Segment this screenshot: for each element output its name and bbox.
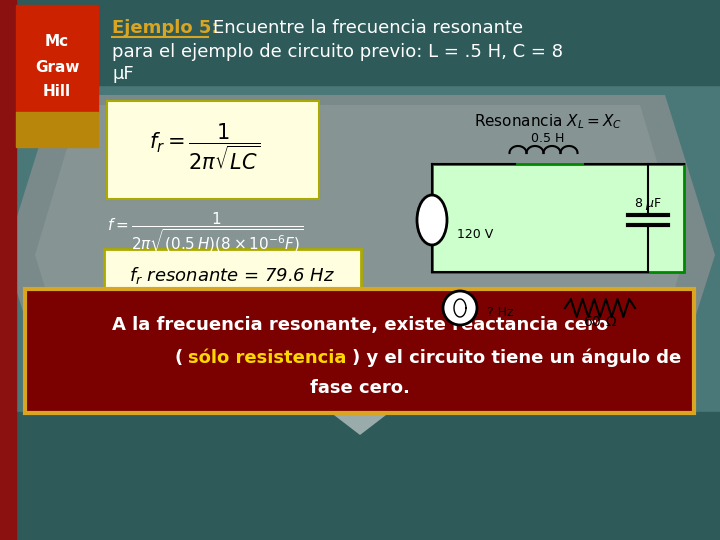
Text: para el ejemplo de circuito previo: L = .5 H, C = 8: para el ejemplo de circuito previo: L = …: [112, 43, 563, 61]
Bar: [0, 412, 720, 540]
Text: 8 $\mu$F: 8 $\mu$F: [634, 196, 662, 212]
Text: $f_r = \dfrac{1}{2\pi\sqrt{LC}}$: $f_r = \dfrac{1}{2\pi\sqrt{LC}}$: [149, 122, 261, 172]
Bar: [16, 112, 98, 147]
Text: fase cero.: fase cero.: [310, 379, 410, 397]
Bar: [0, 0, 16, 540]
Text: μF: μF: [112, 65, 134, 83]
Text: A la frecuencia resonante, existe reactancia cero: A la frecuencia resonante, existe reacta…: [112, 316, 608, 334]
Bar: [16, 5, 98, 112]
FancyBboxPatch shape: [25, 289, 694, 413]
Text: 120 V: 120 V: [457, 227, 493, 240]
Text: $f = \dfrac{1}{2\pi\sqrt{(0.5\,H)(8\times10^{-6}F)}}$: $f = \dfrac{1}{2\pi\sqrt{(0.5\,H)(8\time…: [107, 210, 303, 254]
Polygon shape: [35, 105, 685, 400]
Text: Hill: Hill: [43, 84, 71, 99]
Polygon shape: [5, 95, 715, 412]
Text: $f_r$ resonante = 79.6 Hz: $f_r$ resonante = 79.6 Hz: [129, 266, 335, 287]
Text: ) y el circuito tiene un ángulo de: ) y el circuito tiene un ángulo de: [352, 349, 681, 367]
Ellipse shape: [417, 195, 447, 245]
FancyBboxPatch shape: [104, 249, 361, 303]
Text: Graw: Graw: [35, 60, 79, 76]
Text: ? Hz: ? Hz: [487, 306, 513, 319]
Text: 60 $\Omega$: 60 $\Omega$: [583, 315, 617, 329]
Text: 0.5 H: 0.5 H: [531, 132, 564, 145]
Bar: [432, 164, 684, 272]
Polygon shape: [330, 412, 390, 435]
Text: Mc: Mc: [45, 35, 69, 50]
FancyBboxPatch shape: [107, 101, 319, 199]
Text: Resonancia $X_L = X_C$: Resonancia $X_L = X_C$: [474, 113, 622, 131]
Text: (: (: [175, 349, 184, 367]
Circle shape: [443, 291, 477, 325]
Text: Ejemplo 5:: Ejemplo 5:: [112, 19, 218, 37]
Text: Encuentre la frecuencia resonante: Encuentre la frecuencia resonante: [213, 19, 523, 37]
Bar: [0, 0, 720, 85]
Text: sólo resistencia: sólo resistencia: [188, 349, 346, 367]
